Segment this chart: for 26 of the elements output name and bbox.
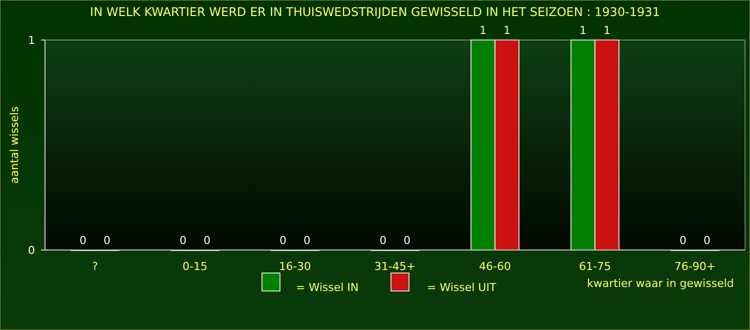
data-label: 1	[480, 24, 486, 37]
data-label: 0	[680, 234, 686, 247]
data-label: 1	[504, 24, 510, 37]
x-tick-label: 46-60	[479, 260, 511, 273]
x-tick-label: 61-75	[579, 260, 611, 273]
x-tick-label: ?	[92, 260, 98, 273]
x-tick-label: 31-45+	[374, 260, 416, 273]
x-axis-title: kwartier waar in gewisseld	[587, 277, 734, 290]
data-label: 1	[604, 24, 610, 37]
data-label: 0	[280, 234, 286, 247]
data-label: 0	[704, 234, 710, 247]
data-label: 0	[304, 234, 310, 247]
legend-label: = Wissel UIT	[427, 281, 496, 294]
chart-title: IN WELK KWARTIER WERD ER IN THUISWEDSTRIJDEN GEWISSELD IN HET SEIZOEN : 1930-1931	[90, 5, 660, 19]
data-label: 0	[104, 234, 110, 247]
legend-label: = Wissel IN	[296, 281, 359, 294]
data-label: 0	[180, 234, 186, 247]
x-tick-label: 0-15	[182, 260, 208, 273]
x-tick-label: 76-90+	[674, 260, 716, 273]
data-label: 0	[404, 234, 410, 247]
x-tick-label: 16-30	[279, 260, 311, 273]
y-axis-title: aantal wissels	[8, 106, 21, 184]
data-label: 1	[580, 24, 586, 37]
data-label: 0	[80, 234, 86, 247]
data-label: 0	[380, 234, 386, 247]
data-label: 0	[204, 234, 210, 247]
